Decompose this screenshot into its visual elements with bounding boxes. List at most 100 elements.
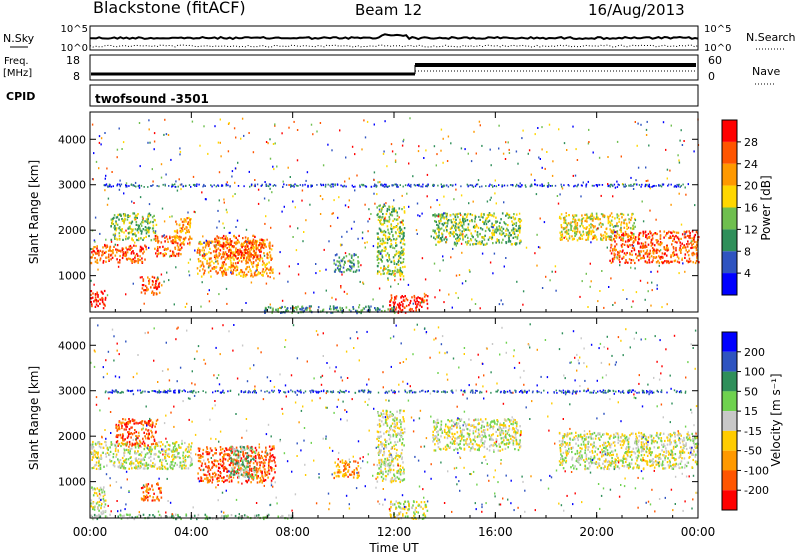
heatmap-cell [439,218,442,221]
heatmap-cell [232,464,234,467]
heatmap-cell [134,256,136,259]
heatmap-cell [180,246,183,249]
heatmap-cell [488,219,491,222]
nsearch-series-line [89,44,699,48]
heatmap-cell [398,216,400,219]
heatmap-cell [249,252,251,255]
heatmap-cell [233,253,235,257]
heatmap-cell [463,221,465,224]
heatmap-cell [135,464,137,467]
heatmap-cell [400,296,402,299]
heatmap-cell [386,220,389,223]
heatmap-cell [115,441,118,444]
heatmap-cell [293,185,295,188]
heatmap-cell [158,291,161,294]
heatmap-cell [631,227,634,231]
heatmap-cell [104,132,106,134]
heatmap-cell [125,458,128,461]
heatmap-cell [241,255,243,258]
heatmap-cell [228,245,231,249]
heatmap-cell [166,454,169,457]
heatmap-cell [170,240,172,243]
heatmap-cell [398,305,400,308]
heatmap-cell [644,252,647,255]
heatmap-cell [91,443,94,446]
heatmap-cell [413,299,416,302]
heatmap-cell [380,266,382,270]
heatmap-cell [505,141,507,144]
heatmap-cell [109,185,111,188]
heatmap-cell [616,180,618,183]
heatmap-cell [399,266,402,270]
heatmap-cell [672,254,675,257]
heatmap-cell [592,226,595,229]
heatmap-cell [125,185,127,188]
heatmap-cell [178,223,181,226]
heatmap-cell [440,216,443,219]
heatmap-cell [250,469,253,472]
heatmap-cell [217,141,220,144]
heatmap-cell [176,189,179,192]
heatmap-cell [181,442,183,445]
heatmap-cell [481,228,484,231]
heatmap-cell [548,183,550,186]
heatmap-cell [549,185,552,187]
heatmap-cell [485,185,487,187]
heatmap-cell [511,229,513,232]
power-heatmap-cells [90,117,700,315]
heatmap-cell [287,310,289,313]
heatmap-cell [594,217,597,220]
heatmap-cell [508,148,510,151]
heatmap-cell [433,145,436,148]
heatmap-cell [658,184,660,187]
heatmap-cell [98,509,100,512]
heatmap-cell [383,249,385,252]
heatmap-cell [259,272,262,275]
heatmap-cell [443,185,445,188]
heatmap-cell [479,218,481,221]
heatmap-cell [96,487,99,490]
nsky-series-line [90,33,699,41]
heatmap-cell [131,233,134,236]
heatmap-cell [507,234,510,237]
heatmap-cell [378,227,381,230]
heatmap-cell [181,183,183,186]
heatmap-cell [184,456,186,459]
heatmap-cell [213,267,216,270]
heatmap-cell [467,241,469,244]
heatmap-cell [199,243,202,246]
heatmap-cell [92,488,94,491]
heatmap-cell [421,257,424,260]
heatmap-cell [256,183,259,186]
heatmap-cell [683,244,685,247]
heatmap-cell [394,274,396,278]
heatmap-cell [164,457,166,461]
heatmap-cell [264,451,267,454]
heatmap-cell [508,235,510,238]
heatmap-cell [398,271,401,274]
heatmap-cell [607,217,610,220]
heatmap-cell [154,286,156,289]
heatmap-cell [125,235,127,238]
heatmap-cell [261,270,264,273]
heatmap-cell [657,243,660,246]
heatmap-cell [334,184,336,187]
heatmap-cell [384,231,387,234]
heatmap-cell [215,270,217,273]
heatmap-cell [400,300,403,304]
heatmap-cell [419,304,421,307]
heatmap-cell [265,215,267,218]
heatmap-cell [288,265,290,268]
heatmap-cell [624,230,627,233]
heatmap-cell [630,216,633,219]
heatmap-cell [484,234,486,237]
heatmap-cell [632,227,635,230]
heatmap-cell [152,293,155,296]
heatmap-cell [450,142,452,145]
heatmap-cell [93,449,96,452]
heatmap-cell [629,238,631,241]
heatmap-cell [109,450,112,453]
heatmap-cell [616,140,619,143]
heatmap-cell [227,254,229,257]
heatmap-cell [208,461,210,464]
